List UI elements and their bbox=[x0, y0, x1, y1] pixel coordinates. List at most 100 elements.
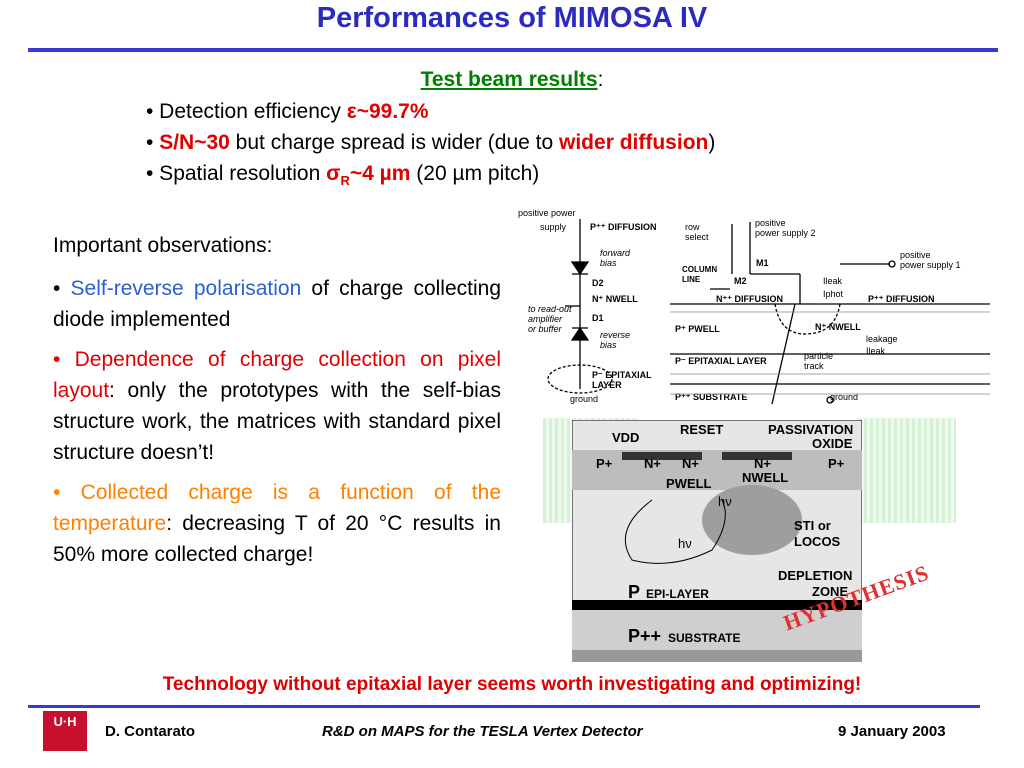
bullet-sn-suffix: ) bbox=[708, 131, 716, 154]
circuit-label: P⁺⁺ SUBSTRATE bbox=[675, 392, 747, 402]
bullet-sn-value: S/N~30 bbox=[159, 131, 230, 154]
diode-d1-symbol bbox=[570, 326, 590, 341]
observation-highlight: Dependence of charge collection on pixel… bbox=[53, 348, 501, 402]
bullet-sn: • S/N~30 but charge spread is wider (due… bbox=[146, 127, 715, 158]
circuit-label: particle bbox=[804, 351, 833, 361]
observations-heading: Important observations: bbox=[53, 234, 273, 257]
cross-label: P+ bbox=[828, 456, 845, 471]
circuit-label: N⁺⁺ DIFFUSION bbox=[716, 294, 783, 304]
circuit-label: Ileak bbox=[823, 276, 843, 286]
observation-highlight: Collected charge is a function of the te… bbox=[53, 481, 501, 535]
ground-node bbox=[826, 396, 834, 404]
circuit-label: D2 bbox=[592, 278, 604, 288]
test-beam-heading: Test beam results: bbox=[0, 68, 1024, 92]
circuit-label: select bbox=[685, 232, 709, 242]
cross-label: SUBSTRATE bbox=[668, 631, 740, 645]
circuit-label: row bbox=[685, 222, 700, 232]
circuit-label: P⁺⁺ DIFFUSION bbox=[868, 294, 935, 304]
observation-bullet: • bbox=[53, 277, 71, 300]
footer-divider bbox=[28, 705, 980, 708]
cross-label: DEPLETION bbox=[778, 568, 852, 583]
gate-contact bbox=[622, 452, 702, 460]
title-divider bbox=[28, 48, 998, 52]
circuit-label: P⁻ EPITAXIAL bbox=[592, 370, 652, 380]
university-logo: U·H bbox=[43, 711, 87, 751]
circuit-label: Iphot bbox=[823, 289, 844, 299]
cross-label: PASSIVATION bbox=[768, 422, 853, 437]
cross-label: N+ bbox=[644, 456, 661, 471]
supply1-node bbox=[888, 260, 896, 268]
cross-label: hν bbox=[678, 536, 692, 551]
cross-label: P+ bbox=[596, 456, 613, 471]
circuit-label: D1 bbox=[592, 313, 604, 323]
circuit-label: or buffer bbox=[528, 324, 563, 334]
test-beam-bullets: • Detection efficiency ε~99.7% • S/N~30 … bbox=[146, 96, 715, 196]
substrate-bottom bbox=[572, 650, 862, 662]
cross-label: N+ bbox=[682, 456, 699, 471]
epi-layer-marker bbox=[547, 364, 613, 394]
cross-label: EPI-LAYER bbox=[646, 587, 709, 601]
cross-label: VDD bbox=[612, 430, 639, 445]
observation-item: • Collected charge is a function of the … bbox=[53, 477, 501, 570]
circuit-label: leakage bbox=[866, 334, 898, 344]
bullet-resolution: • Spatial resolution σR~4 µm (20 µm pitc… bbox=[146, 158, 715, 196]
circuit-label: LAYER bbox=[592, 380, 622, 390]
bullet-resolution-sub: R bbox=[340, 173, 350, 189]
circuit-label: N⁺ NWELL bbox=[592, 294, 638, 304]
observations-panel: Important observations: • Self-reverse p… bbox=[53, 230, 501, 579]
cross-label: P bbox=[628, 582, 640, 602]
bullet-resolution-pitch: (20 µm pitch) bbox=[410, 162, 540, 185]
observation-text: of charge collecting diode implemented bbox=[53, 277, 502, 331]
footer-author: D. Contarato bbox=[105, 723, 195, 740]
circuit-label: ground bbox=[830, 392, 858, 402]
circuit-label: bias bbox=[600, 340, 617, 350]
pixel-circuit-diagram: positive power supply P⁺⁺ DIFFUSION forw… bbox=[518, 208, 990, 405]
bullet-efficiency-value: ε~99.7% bbox=[346, 100, 429, 123]
pixel-cross-section: VDD RESET PASSIVATION OXIDE P+ N+ N+ N+ … bbox=[572, 420, 862, 662]
conclusion-text: Technology without epitaxial layer seems… bbox=[162, 674, 862, 695]
circuit-label: positive bbox=[755, 218, 786, 228]
circuit-label: COLUMN bbox=[682, 265, 717, 274]
circuit-label: N⁺ NWELL bbox=[815, 322, 861, 332]
bullet-sn-text: but charge spread is wider (due to bbox=[229, 131, 560, 154]
bullet-sn-dot: • bbox=[146, 131, 160, 154]
cross-label: NWELL bbox=[742, 470, 788, 485]
observation-text: : only the prototypes with the self-bias… bbox=[53, 379, 501, 464]
logo-text: U·H bbox=[53, 714, 77, 729]
circuit-label: supply bbox=[540, 222, 567, 232]
well-region bbox=[572, 450, 862, 490]
bullet-resolution-value: ~4 µm bbox=[349, 162, 411, 185]
cross-label: hν bbox=[718, 494, 732, 509]
gate-contact bbox=[722, 452, 792, 460]
circuit-label: amplifier bbox=[528, 314, 563, 324]
circuit-label: LINE bbox=[682, 275, 701, 284]
slide-title: Performances of MIMOSA IV bbox=[316, 2, 708, 34]
circuit-label: M2 bbox=[734, 276, 747, 286]
bullet-efficiency: • Detection efficiency ε~99.7% bbox=[146, 96, 715, 127]
depletion-zone bbox=[702, 485, 802, 555]
test-beam-heading-text: Test beam results bbox=[420, 68, 598, 91]
observation-item: • Self-reverse polarisation of charge co… bbox=[53, 273, 501, 335]
epi-substrate-boundary bbox=[572, 600, 862, 610]
circuit-label: ground bbox=[570, 394, 598, 404]
green-grid-right bbox=[858, 418, 956, 523]
bullet-resolution-sigma: σ bbox=[326, 162, 341, 185]
cross-label: LOCOS bbox=[794, 534, 841, 549]
circuit-label: P⁺⁺ DIFFUSION bbox=[590, 222, 657, 232]
cross-label: P++ bbox=[628, 626, 661, 646]
electron-path bbox=[624, 499, 726, 564]
cross-label: PWELL bbox=[666, 476, 712, 491]
observation-bullet: • bbox=[53, 481, 81, 504]
diode-d2-symbol bbox=[570, 261, 590, 276]
bullet-sn-highlight: wider diffusion bbox=[559, 131, 709, 154]
bullet-resolution-label: • Spatial resolution bbox=[146, 162, 327, 185]
particle-track bbox=[771, 303, 796, 405]
circuit-label: M1 bbox=[756, 258, 769, 268]
bullet-efficiency-label: • Detection efficiency bbox=[146, 100, 347, 123]
cross-label: OXIDE bbox=[812, 436, 853, 451]
observation-highlight: Self-reverse polarisation bbox=[70, 277, 302, 300]
observation-text: : decreasing T of 20 °C results in 50% m… bbox=[53, 512, 501, 566]
cross-label: STI or bbox=[794, 518, 831, 533]
observation-item: • Dependence of charge collection on pix… bbox=[53, 344, 501, 468]
circuit-label: P⁻ EPITAXIAL LAYER bbox=[675, 356, 767, 366]
